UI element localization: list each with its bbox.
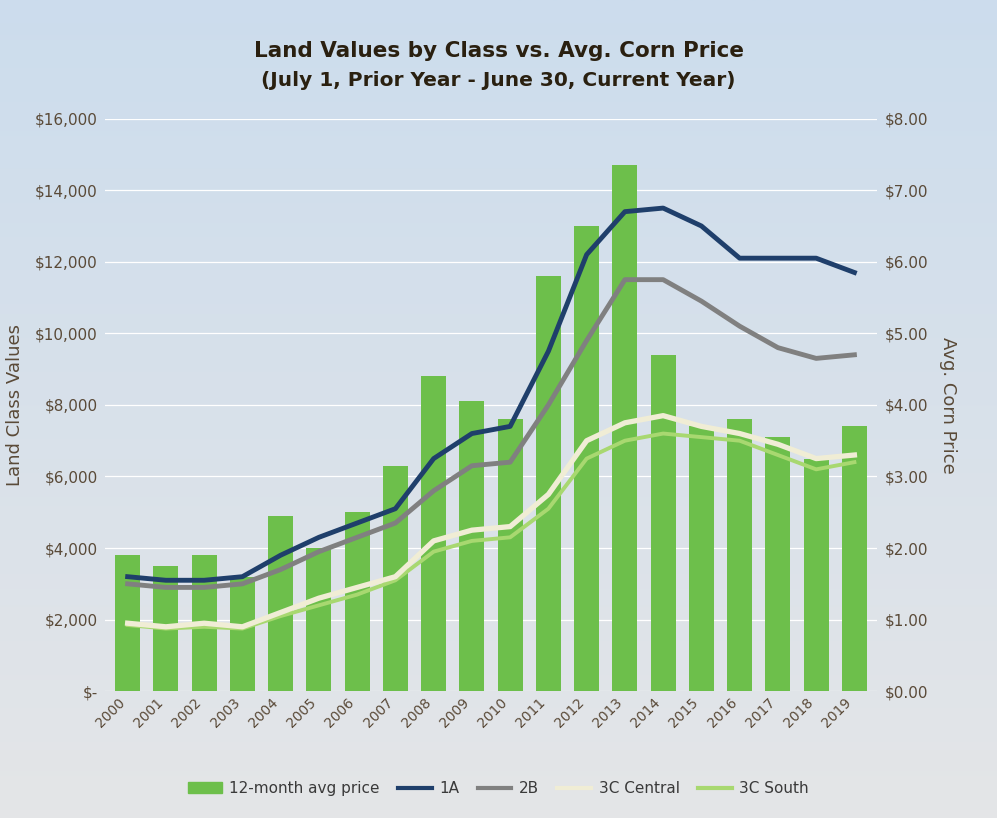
Bar — [154, 566, 178, 691]
Bar — [460, 402, 485, 691]
Bar — [689, 426, 714, 691]
Bar — [498, 419, 522, 691]
Y-axis label: Land Class Values: Land Class Values — [6, 324, 24, 486]
Bar — [804, 459, 829, 691]
Text: Land Values by Class vs. Avg. Corn Price: Land Values by Class vs. Avg. Corn Price — [253, 41, 744, 61]
Bar — [421, 376, 446, 691]
Bar — [191, 555, 216, 691]
Bar — [268, 516, 293, 691]
Bar — [116, 555, 140, 691]
Text: (July 1, Prior Year - June 30, Current Year): (July 1, Prior Year - June 30, Current Y… — [261, 71, 736, 90]
Bar — [306, 548, 331, 691]
Bar — [727, 419, 752, 691]
Bar — [383, 465, 408, 691]
Bar — [612, 165, 637, 691]
Bar — [345, 512, 370, 691]
Bar — [536, 276, 561, 691]
Bar — [651, 355, 676, 691]
Bar — [842, 426, 866, 691]
Legend: 12-month avg price, 1A, 2B, 3C Central, 3C South: 12-month avg price, 1A, 2B, 3C Central, … — [182, 775, 815, 802]
Bar — [766, 437, 791, 691]
Y-axis label: Avg. Corn Price: Avg. Corn Price — [939, 336, 957, 474]
Bar — [574, 226, 599, 691]
Bar — [230, 577, 255, 691]
